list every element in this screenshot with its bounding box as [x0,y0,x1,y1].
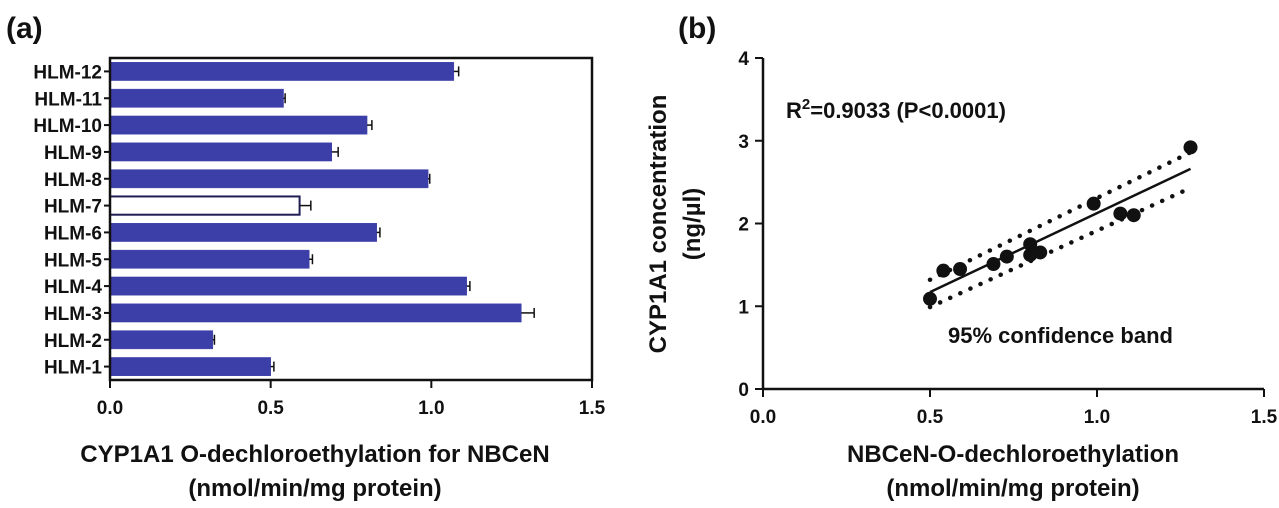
bar-label-hlm-8: HLM-8 [44,170,102,191]
bar-hlm-4 [109,276,467,296]
scatter-point-12 [1183,140,1198,155]
bar-hlm-1 [109,357,271,376]
bar-label-hlm-1: HLM-1 [44,358,102,379]
bar-plot-frame [108,56,594,382]
bar-x-axis: 0.0 0.5 1.0 1.5 [97,380,606,419]
panel-label-b: (b) [678,12,716,45]
panel-label-a: (a) [6,12,43,45]
scatter-y-axis: 0 1 2 3 4 [738,49,763,401]
bar-x-axis-title: CYP1A1 O-dechloroethylation for NBCeN [80,441,549,468]
scatter-x-axis: 0.0 0.5 1.0 1.5 [750,389,1278,428]
confidence-band-lower [927,185,1193,310]
scatter-x-tick-label: 1.5 [1251,407,1278,428]
confidence-band-label: 95% confidence band [948,323,1173,348]
scatter-x-tick-label: 0.0 [750,407,776,428]
scatter-x-tick-label: 0.5 [917,407,944,428]
bar-x-tick-label: 0.5 [257,398,284,419]
bar-label-hlm-4: HLM-4 [44,277,102,298]
scatter-point-10 [1113,206,1128,221]
bar-x-tick-label: 1.0 [418,398,444,419]
scatter-y-tick-label: 2 [738,215,749,236]
regression-fit-line [929,167,1192,294]
bar-hlm-3 [109,303,522,323]
regression-line [929,167,1192,294]
bar-hlm-11 [109,88,284,108]
bar-series: HLM-12 HLM-11 HLM-10 HLM-9 HLM-8 HLM-7 HLM-6 HL… [33,62,535,379]
bar-hlm-9 [109,142,332,162]
bar-hlm-8 [109,169,429,189]
bar-label-hlm-6: HLM-6 [44,223,102,244]
bar-label-hlm-11: HLM-11 [34,89,102,110]
bar-label-hlm-12: HLM-12 [33,62,102,83]
scatter-series [923,140,1198,306]
scatter-point-2 [936,263,951,278]
bar-hlm-12 [109,62,455,81]
r-squared-annotation: R2=0.9033 (P<0.0001) [786,96,1006,123]
confidence-band-upper [927,150,1193,283]
scatter-point-6 [1023,237,1038,252]
scatter-point-3 [953,262,968,277]
r-squared-superscript: 2 [802,96,810,113]
scatter-x-axis-title: NBCeN-O-dechloroethylation [847,441,1179,468]
r-squared-value: =0.9033 (P<0.0001) [810,98,1006,123]
scatter-x-tick-label: 1.0 [1084,407,1110,428]
scatter-point-4 [986,257,1001,272]
bar-label-hlm-9: HLM-9 [44,143,102,164]
bar-hlm-6 [109,223,377,242]
bar-x-tick-label: 0.0 [97,398,123,419]
bar-hlm-10 [109,115,368,135]
confidence-band [927,150,1193,310]
bar-hlm-5 [109,249,310,269]
scatter-point-1 [923,291,937,306]
scatter-y-axis-title: CYP1A1 concentration [645,95,672,354]
scatter-y-tick-label: 4 [738,49,749,70]
scatter-point-9 [1086,196,1101,211]
bar-x-axis-unit: (nmol/min/mg protein) [188,475,441,502]
bar-hlm-2 [109,330,214,350]
bar-label-hlm-10: HLM-10 [33,116,102,137]
scatter-y-tick-label: 1 [738,297,749,318]
scatter-x-axis-unit: (nmol/min/mg protein) [886,475,1139,502]
bar-x-tick-label: 1.5 [579,398,606,419]
scatter-y-axis-unit: (ng/µl) [679,188,706,260]
r-squared-prefix: R [786,98,802,123]
scatter-point-8 [1033,245,1048,260]
bar-chart: HLM-12 HLM-11 HLM-10 HLM-9 HLM-8 HLM-7 HLM-6 HL… [33,56,606,502]
scatter-y-tick-label: 0 [738,380,749,401]
bar-label-hlm-3: HLM-3 [44,304,102,325]
bar-label-hlm-2: HLM-2 [44,331,102,352]
bar-label-hlm-7: HLM-7 [44,197,102,218]
scatter-y-tick-label: 3 [738,132,749,153]
bar-label-hlm-5: HLM-5 [44,250,102,271]
scatter-point-5 [999,249,1014,264]
scatter-point-11 [1126,208,1141,223]
